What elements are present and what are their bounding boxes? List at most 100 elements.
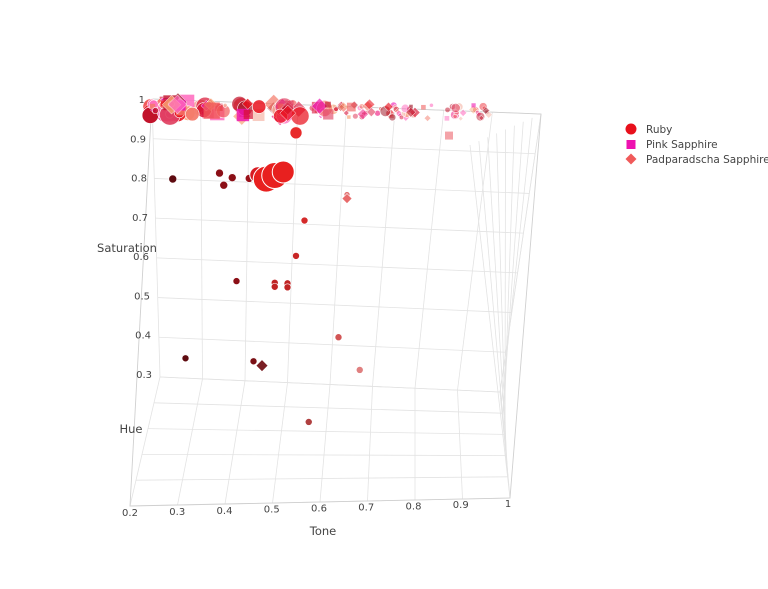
data-point[interactable] (325, 101, 331, 108)
data-point[interactable] (149, 103, 156, 109)
data-point[interactable] (285, 100, 294, 109)
z-tick-label: 0.5 (134, 291, 150, 302)
z-tick-label: 0.9 (130, 134, 146, 145)
data-point[interactable] (423, 114, 432, 122)
data-point[interactable] (185, 106, 200, 122)
data-point[interactable] (458, 116, 464, 122)
legend[interactable]: Ruby Pink Sapphire Padparadscha Sapphire (625, 123, 768, 167)
grid-line (147, 428, 505, 435)
data-point[interactable] (232, 277, 241, 285)
data-point[interactable] (444, 115, 450, 121)
data-point[interactable] (168, 174, 178, 184)
data-point[interactable] (334, 333, 343, 342)
data-point[interactable] (338, 101, 349, 113)
data-point[interactable] (277, 103, 284, 110)
grid-line (367, 386, 373, 502)
grid-line (153, 138, 536, 155)
grid-layer (129, 98, 542, 507)
data-point[interactable] (219, 180, 229, 190)
legend-pink-sapphire-label: Pink Sapphire (646, 139, 718, 151)
grid-line (469, 144, 511, 499)
grid-line (224, 380, 246, 505)
data-point[interactable] (429, 102, 434, 108)
data-point[interactable] (485, 110, 489, 114)
x-tick-label: 0.9 (453, 500, 469, 511)
data-point[interactable] (304, 418, 313, 426)
data-point[interactable] (203, 102, 220, 119)
x-axis-title: Tone (309, 524, 336, 538)
data-point[interactable] (181, 354, 190, 363)
data-point[interactable] (468, 104, 478, 115)
grid-line (478, 141, 510, 485)
legend-item-pink-sapphire[interactable]: Pink Sapphire (626, 139, 718, 151)
x-tick-label: 0.8 (406, 501, 422, 512)
grid-line (155, 217, 524, 234)
data-point[interactable] (444, 106, 451, 113)
data-point[interactable] (475, 110, 482, 118)
data-point[interactable] (215, 168, 224, 178)
grid-line (496, 133, 507, 459)
data-point[interactable] (243, 109, 253, 119)
data-point[interactable] (249, 357, 258, 366)
data-point[interactable] (152, 107, 159, 115)
data-point[interactable] (346, 102, 356, 112)
z-axis-title: Saturation (97, 241, 157, 255)
z-tick-label: 0.6 (133, 252, 149, 263)
z-tick-label: 0.8 (131, 174, 147, 185)
grid-line (141, 453, 507, 457)
data-point[interactable] (405, 107, 417, 118)
data-point[interactable] (279, 104, 297, 122)
data-point[interactable] (347, 115, 351, 119)
grid-line (503, 125, 515, 432)
data-point[interactable] (300, 216, 309, 225)
z-tick-label: 1 (139, 95, 145, 106)
x-tick-label: 0.7 (358, 502, 374, 513)
legend-padparadscha-label: Padparadscha Sapphire (646, 154, 768, 166)
x-tick-label: 1 (505, 499, 511, 510)
data-point[interactable] (167, 94, 188, 115)
x-tick-label: 0.5 (264, 505, 280, 516)
tick-layer: 0.2 0.3 0.4 0.5 0.6 0.7 0.8 0.9 1 0.3 0.4 0.5 0.6 0.7… (122, 95, 511, 519)
data-point[interactable] (388, 113, 397, 122)
data-point[interactable] (445, 131, 453, 140)
data-point[interactable] (450, 102, 461, 113)
data-point[interactable] (227, 173, 237, 182)
data-point[interactable] (270, 282, 279, 291)
data-point[interactable] (271, 160, 295, 184)
data-point[interactable] (255, 359, 269, 373)
data-point[interactable] (289, 126, 303, 140)
data-point[interactable] (251, 99, 267, 114)
x-tick-label: 0.4 (217, 506, 233, 517)
data-point[interactable] (459, 108, 468, 117)
data-point[interactable] (383, 101, 394, 112)
data-point[interactable] (366, 107, 377, 117)
data-point[interactable] (290, 106, 310, 126)
grid-line (159, 376, 501, 393)
data-point[interactable] (252, 109, 265, 122)
data-point[interactable] (283, 283, 292, 292)
data-point[interactable] (478, 115, 485, 121)
data-point[interactable] (409, 104, 413, 109)
y-axis-title: Hue (119, 422, 142, 436)
data-point[interactable] (341, 193, 353, 205)
legend-item-ruby[interactable]: Ruby (625, 123, 673, 137)
data-point[interactable] (357, 108, 369, 120)
data-point[interactable] (292, 252, 300, 260)
data-point[interactable] (241, 98, 254, 110)
z-tick-label: 0.3 (136, 370, 152, 381)
data-point[interactable] (471, 103, 476, 108)
data-point[interactable] (398, 114, 405, 120)
data-point[interactable] (355, 366, 364, 374)
x-tick-label: 0.2 (122, 508, 138, 519)
data-point[interactable] (452, 113, 458, 119)
data-point[interactable] (484, 110, 493, 119)
data-point[interactable] (343, 109, 350, 117)
data-point[interactable] (222, 102, 228, 108)
data-point[interactable] (421, 104, 426, 110)
legend-item-padparadscha-sapphire[interactable]: Padparadscha Sapphire (625, 153, 768, 167)
data-point[interactable] (352, 112, 359, 120)
grid-line (200, 100, 203, 379)
legend-ruby-label: Ruby (646, 124, 672, 136)
data-point[interactable] (323, 109, 334, 120)
